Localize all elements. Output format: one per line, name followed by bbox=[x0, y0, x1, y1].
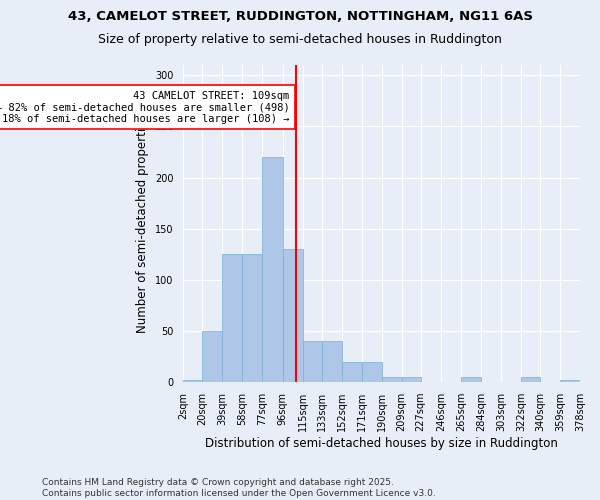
X-axis label: Distribution of semi-detached houses by size in Ruddington: Distribution of semi-detached houses by … bbox=[205, 437, 558, 450]
Bar bbox=[262, 157, 283, 382]
Text: Contains HM Land Registry data © Crown copyright and database right 2025.
Contai: Contains HM Land Registry data © Crown c… bbox=[42, 478, 436, 498]
Text: 43 CAMELOT STREET: 109sqm
← 82% of semi-detached houses are smaller (498)
18% of: 43 CAMELOT STREET: 109sqm ← 82% of semi-… bbox=[0, 90, 289, 124]
Bar bbox=[461, 377, 481, 382]
Bar bbox=[402, 377, 421, 382]
Bar bbox=[242, 254, 262, 382]
Bar bbox=[202, 331, 223, 382]
Bar bbox=[341, 362, 362, 382]
Bar bbox=[322, 342, 341, 382]
Bar bbox=[362, 362, 382, 382]
Bar bbox=[521, 377, 540, 382]
Text: Size of property relative to semi-detached houses in Ruddington: Size of property relative to semi-detach… bbox=[98, 32, 502, 46]
Bar bbox=[184, 380, 202, 382]
Y-axis label: Number of semi-detached properties: Number of semi-detached properties bbox=[136, 114, 149, 333]
Bar bbox=[302, 342, 322, 382]
Bar bbox=[223, 254, 242, 382]
Bar bbox=[382, 377, 402, 382]
Text: 43, CAMELOT STREET, RUDDINGTON, NOTTINGHAM, NG11 6AS: 43, CAMELOT STREET, RUDDINGTON, NOTTINGH… bbox=[67, 10, 533, 23]
Bar bbox=[283, 249, 302, 382]
Bar bbox=[560, 380, 580, 382]
